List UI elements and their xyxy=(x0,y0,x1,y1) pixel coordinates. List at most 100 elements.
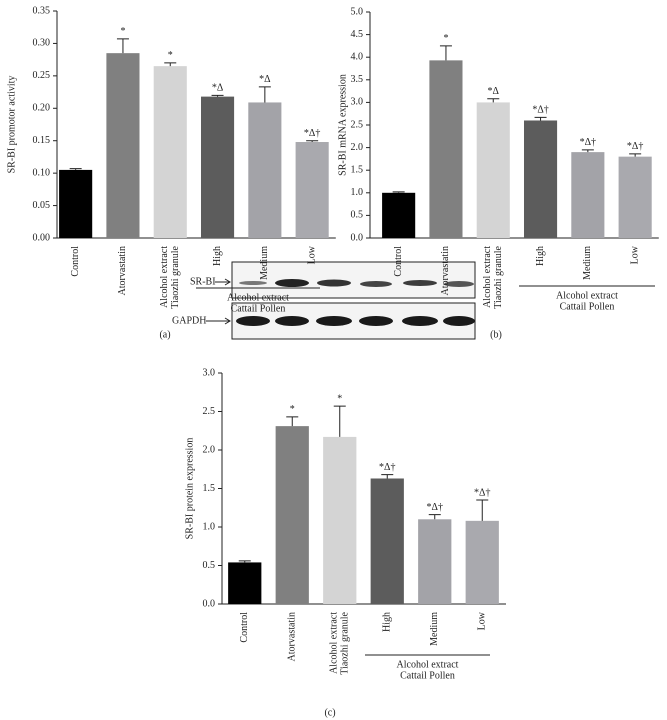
significance-mark: *Δ† xyxy=(532,105,548,116)
error-bar xyxy=(238,560,251,563)
significance-mark: * xyxy=(337,393,342,404)
western-blot: SR-BI GAPDH xyxy=(172,261,476,340)
x-tick-label: Alcohol extract xyxy=(482,246,493,308)
bar xyxy=(59,169,93,238)
blot-band xyxy=(236,316,270,326)
y-tick-label: 2.0 xyxy=(203,444,216,455)
x-tick-label: Atorvastatin xyxy=(287,612,298,661)
panel-label: (b) xyxy=(490,329,502,340)
significance-mark: *Δ† xyxy=(474,487,490,498)
error-bar xyxy=(258,86,271,103)
blot-label: SR-BI xyxy=(190,276,216,287)
x-tick-label: Control xyxy=(70,246,81,277)
panel-label: (a) xyxy=(159,329,170,340)
error-bar xyxy=(629,153,642,157)
error-bar xyxy=(69,168,82,170)
y-tick-label: 3.0 xyxy=(351,97,364,108)
y-tick-label: 0.30 xyxy=(33,38,51,49)
error-bar xyxy=(164,62,177,67)
bar xyxy=(106,53,140,239)
x-tick-label: High xyxy=(535,246,546,266)
y-tick-label: 1.5 xyxy=(203,483,216,494)
bar xyxy=(295,142,329,238)
arrow xyxy=(215,278,231,286)
x-tick-label: Alcohol extract xyxy=(159,246,170,308)
bar xyxy=(418,519,452,604)
blot-band xyxy=(316,316,352,326)
y-tick-label: 5.0 xyxy=(351,6,364,17)
y-tick-label: 0.5 xyxy=(203,560,216,571)
error-bar xyxy=(476,499,489,521)
bar xyxy=(228,562,262,604)
error-bar xyxy=(439,45,452,61)
x-tick-label: Alcohol extract xyxy=(329,612,340,674)
error-bar xyxy=(116,38,129,54)
y-tick-label: 4.5 xyxy=(351,29,364,40)
bar xyxy=(153,66,187,238)
error-bar xyxy=(333,405,346,437)
y-tick-label: 2.5 xyxy=(203,406,216,417)
significance-mark: * xyxy=(290,404,295,415)
bar xyxy=(465,520,499,604)
significance-mark: *Δ xyxy=(259,74,271,85)
y-axis-label: SR-BI mRNA expression xyxy=(337,74,348,176)
significance-mark: *Δ† xyxy=(379,462,395,473)
x-tick-label: Medium xyxy=(582,246,593,280)
x-tick-label: Low xyxy=(306,245,317,264)
significance-mark: *Δ† xyxy=(427,502,443,513)
blot-box xyxy=(231,261,476,299)
x-tick-label: Atorvastatin xyxy=(117,246,128,295)
bar xyxy=(370,478,404,604)
y-tick-label: 2.0 xyxy=(351,142,364,153)
significance-mark: *Δ xyxy=(212,83,224,94)
error-bar xyxy=(581,149,594,153)
x-tick-label: Tiaozhi granule xyxy=(340,611,351,674)
y-axis-label: SR-BI protein expression xyxy=(184,438,195,540)
blot-band xyxy=(275,279,309,287)
bar xyxy=(618,156,652,238)
y-tick-label: 0.15 xyxy=(33,135,51,146)
blot-band xyxy=(443,316,475,326)
blot-band xyxy=(317,279,351,287)
error-bar xyxy=(211,94,224,97)
group-label: Cattail Pollen xyxy=(560,301,615,312)
error-bar xyxy=(306,140,319,143)
x-tick-label: Control xyxy=(393,246,404,277)
x-tick-label: Atorvastatin xyxy=(440,246,451,295)
error-bar xyxy=(487,98,500,103)
x-tick-label: Low xyxy=(477,611,488,630)
x-tick-label: Control xyxy=(239,612,250,643)
y-tick-label: 0.00 xyxy=(33,232,51,243)
significance-mark: *Δ† xyxy=(580,137,596,148)
x-tick-label: Medium xyxy=(429,612,440,646)
y-axis-label: SR-BI promotor activity xyxy=(6,76,17,174)
y-tick-label: 0.0 xyxy=(203,598,216,609)
bar xyxy=(323,436,357,604)
error-bar xyxy=(286,416,299,427)
blot-label: GAPDH xyxy=(172,315,206,326)
x-tick-label: Low xyxy=(629,245,640,264)
blot-band xyxy=(444,281,474,287)
y-tick-label: 3.5 xyxy=(351,74,364,85)
y-tick-label: 4.0 xyxy=(351,51,364,62)
x-tick-label: High xyxy=(212,246,223,266)
blot-band xyxy=(402,316,438,326)
y-tick-label: 0.05 xyxy=(33,200,51,211)
y-tick-label: 0.5 xyxy=(351,210,364,221)
error-bar xyxy=(381,474,394,479)
error-bar xyxy=(392,191,405,193)
significance-mark: * xyxy=(443,33,448,44)
y-tick-label: 0.10 xyxy=(33,167,51,178)
bar xyxy=(275,426,309,604)
y-tick-label: 0.35 xyxy=(33,5,51,16)
significance-mark: * xyxy=(168,50,173,61)
bar xyxy=(571,152,605,238)
y-tick-label: 0.25 xyxy=(33,70,51,81)
significance-mark: *Δ† xyxy=(627,141,643,152)
bar xyxy=(248,102,282,238)
x-tick-label: High xyxy=(382,612,393,632)
group-label: Cattail Pollen xyxy=(231,303,286,314)
blot-band xyxy=(359,316,393,326)
y-tick-label: 3.0 xyxy=(203,367,216,378)
bar xyxy=(382,192,416,238)
